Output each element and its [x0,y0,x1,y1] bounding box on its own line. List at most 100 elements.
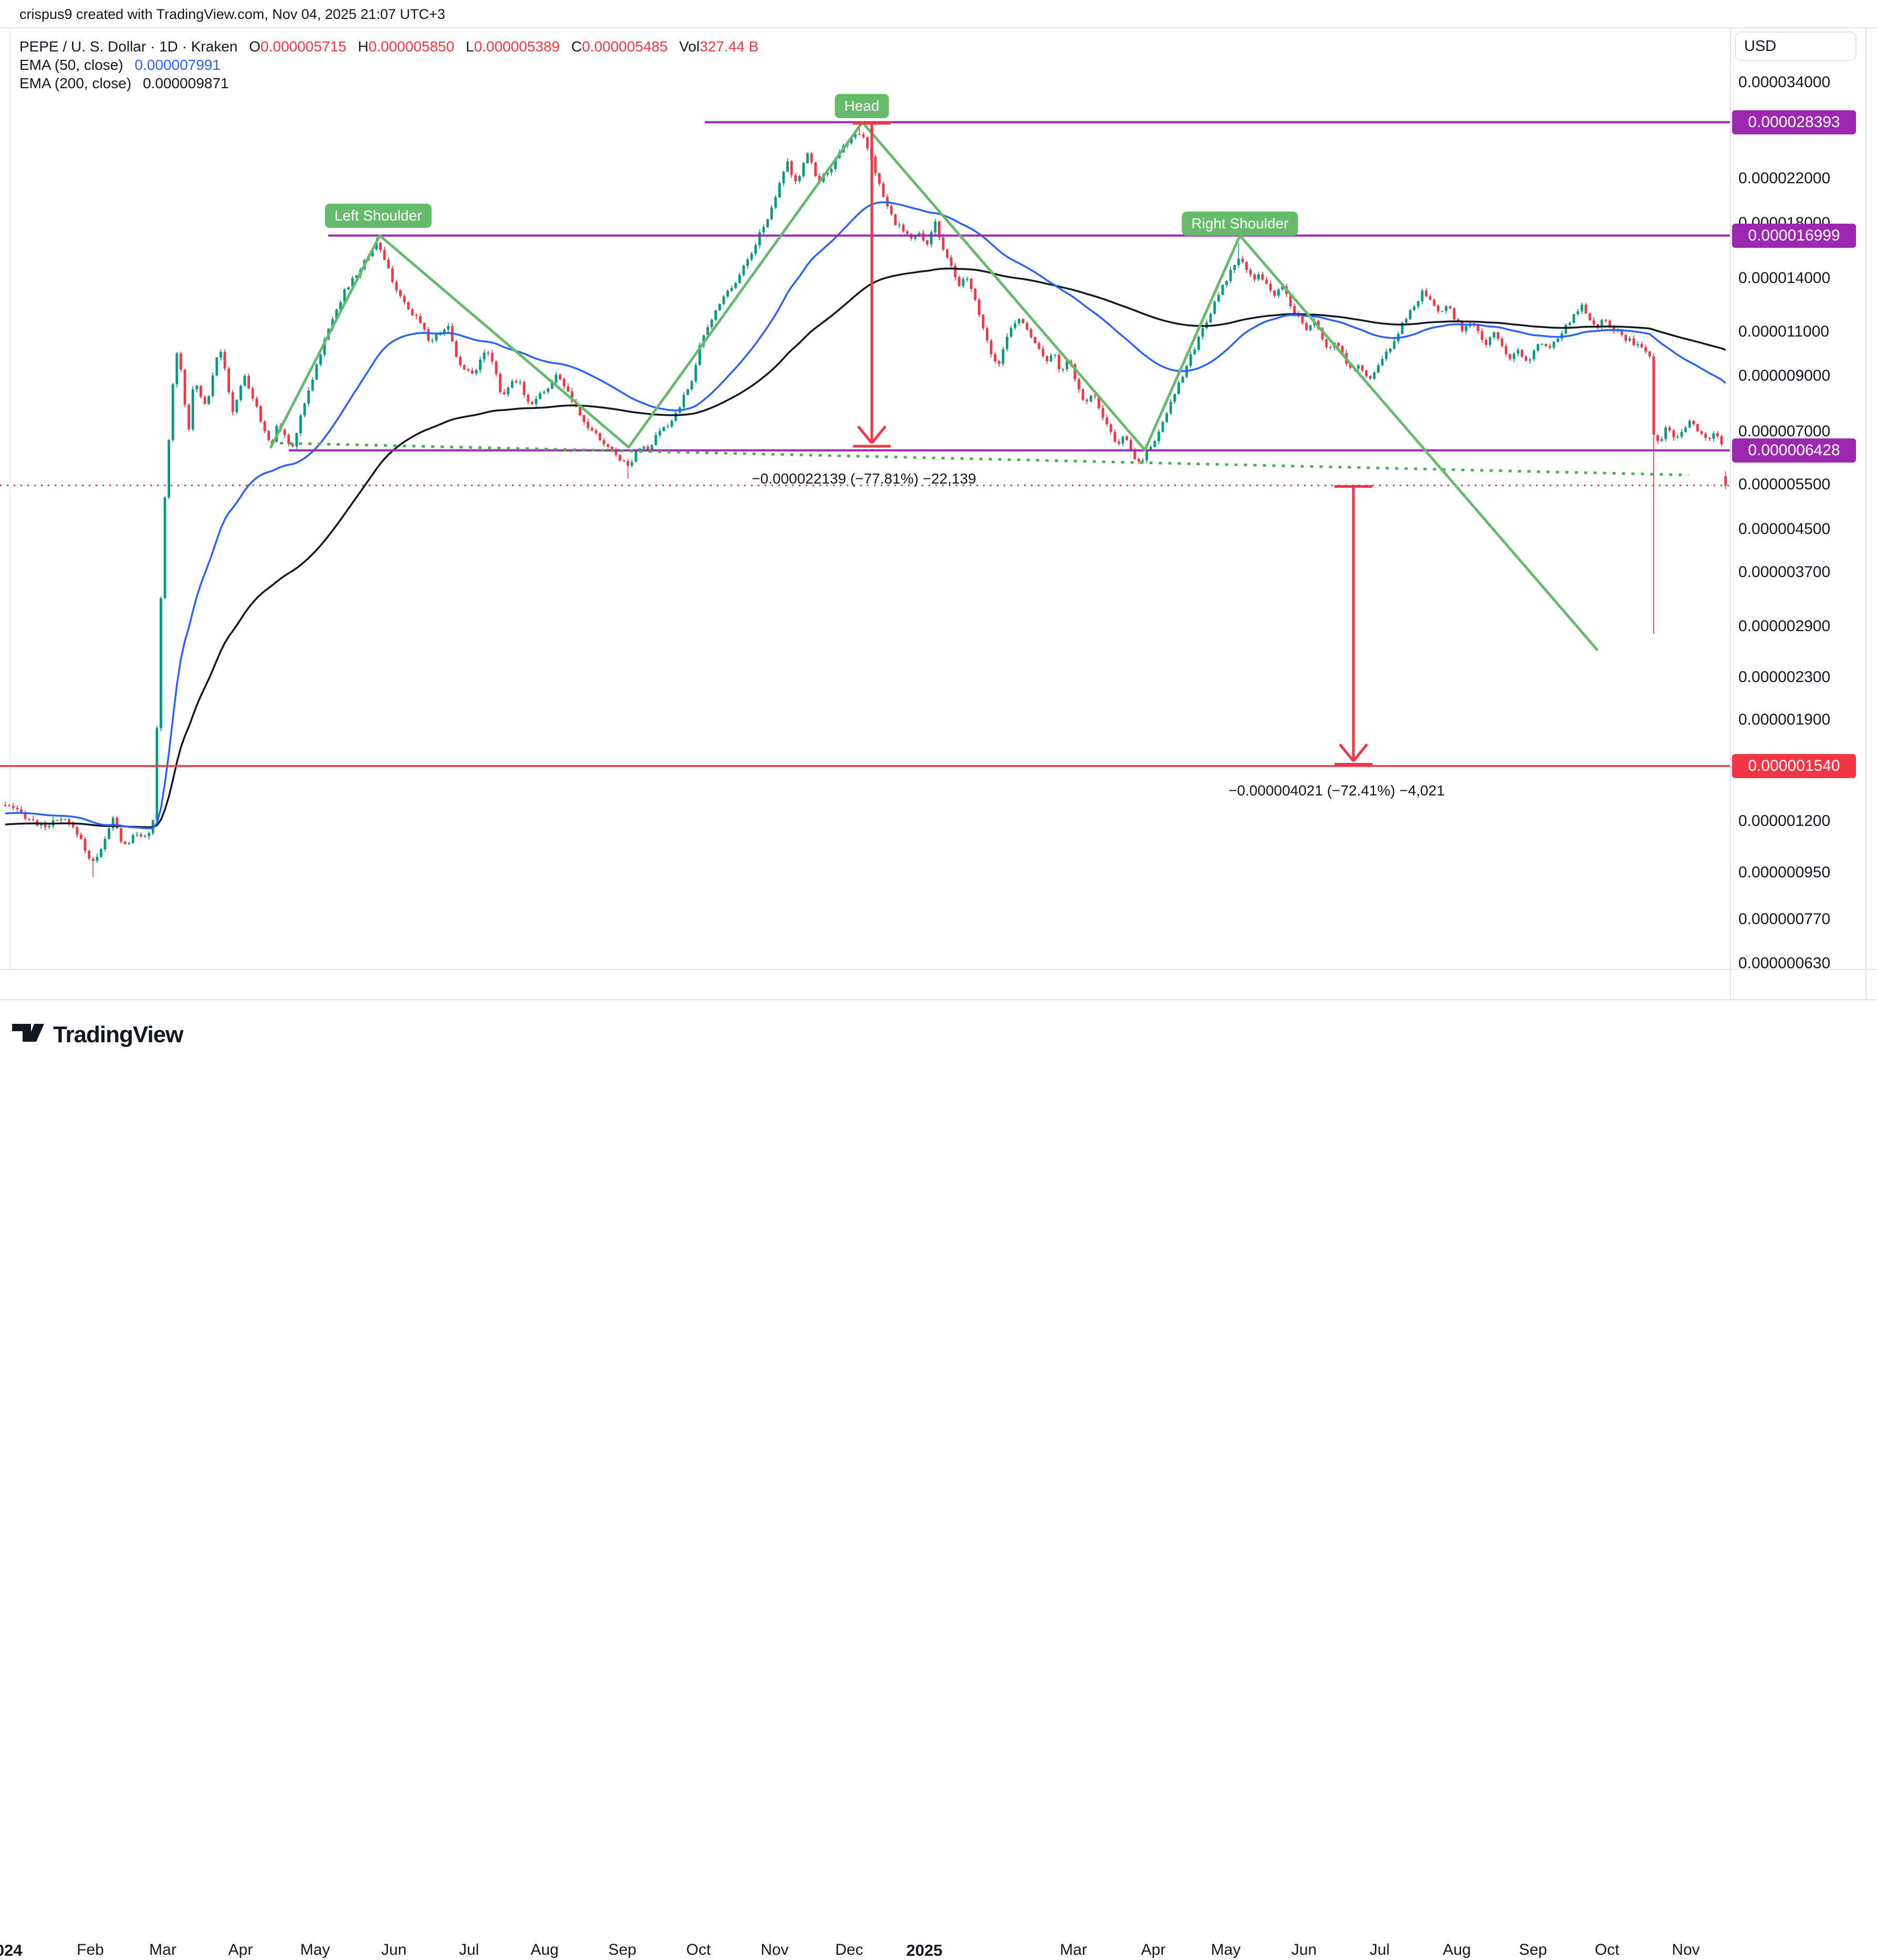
candle-body [1217,295,1220,302]
candle-body [1497,332,1499,339]
candle-body [582,415,586,422]
candle-body [523,382,526,395]
time-axis[interactable]: 2024 Feb Mar Apr May Jun Jul Aug Sep Oct Nov Dec 202… [0,969,1730,1959]
ema200-label[interactable]: EMA (200, close) [19,75,132,91]
ema200-legend-row[interactable]: EMA (200, close) 0.000009871 [19,75,758,92]
candle-body [599,433,601,440]
candle-body [850,137,853,144]
candle-body [874,156,877,173]
price-tick-label: 0.000007000 [1738,423,1831,440]
symbol-legend-row[interactable]: PEPE / U. S. Dollar · 1D · Kraken O0.000… [19,38,758,56]
price-level-badge[interactable]: 0.000028393 [1732,110,1856,134]
time-tick-label: 2024 [0,1941,23,1959]
candle-body [942,237,945,250]
candle-body [1325,339,1328,348]
head-shoulders-zigzag[interactable] [269,121,1599,652]
candle-body [1389,348,1392,352]
ema50-legend-row[interactable]: EMA (50, close) 0.000007991 [19,56,758,74]
candle-body [730,288,733,291]
candle-body [1636,344,1639,345]
left-shoulder-badge[interactable]: Left Shoulder [325,204,432,228]
candle-body [734,282,737,288]
ema200-line[interactable] [5,267,1726,829]
candle-body [335,309,338,319]
candle-body [48,826,50,827]
candle-body [128,843,130,844]
candle-body [950,257,953,266]
candle-body [590,428,593,431]
candle-body [259,406,262,422]
candle-body [407,302,410,310]
price-tick-label: 0.000000950 [1738,864,1831,881]
candle-body [1034,337,1037,343]
head-badge[interactable]: Head [835,94,889,118]
candle-body [706,327,709,336]
price-tick-label: 0.000009000 [1738,367,1831,384]
candle-body [1109,424,1112,432]
candle-body [123,842,127,844]
candle-body [1093,395,1097,397]
head-to-neckline-measure[interactable] [853,122,891,448]
chart-legend: PEPE / U. S. Dollar · 1D · Kraken O0.000… [19,38,758,93]
candle-body [311,379,314,391]
candle-body [435,334,438,341]
price-chart-canvas[interactable] [0,0,1877,1070]
candle-body [1118,442,1120,444]
time-tick-label: Dec [835,1941,863,1958]
candle-body [718,304,721,310]
candle-body [826,172,829,175]
candle-body [163,497,166,599]
candle-body [215,358,218,375]
candle-body [1365,370,1368,376]
candle-body [1106,417,1108,425]
price-tick-label: 0.000003700 [1738,563,1831,581]
breakdown-target-measure[interactable] [1334,485,1372,766]
ema50-label[interactable]: EMA (50, close) [19,57,123,73]
candle-body [1138,459,1140,462]
ohlc-low-value: 0.000005389 [474,38,560,55]
candle-body [547,389,549,392]
price-level-badge[interactable]: 0.000001540 [1732,754,1856,778]
candle-body [814,162,817,176]
candle-body [690,381,693,390]
price-tick-label: 0.000014000 [1738,269,1831,287]
candle-body [180,353,182,370]
right-shoulder-badge[interactable]: Right Shoulder [1182,212,1298,236]
candle-body [60,819,62,821]
candle-body [439,334,442,336]
candle-body [1341,346,1344,353]
candle-body [738,275,741,283]
candle-body [1624,334,1627,341]
chart-bottom-border [0,999,1877,1000]
candle-body [1385,351,1388,359]
candle-body [491,353,494,362]
candle-body [459,357,462,365]
candle-body [1421,290,1424,301]
candle-body [1197,337,1200,350]
currency-toggle-button[interactable]: USD [1735,32,1857,61]
candle-body [331,319,334,329]
time-tick-label: 2025 [906,1941,943,1959]
candle-body [746,259,749,266]
candle-body [1488,337,1492,345]
ema50-line[interactable] [5,201,1726,830]
target-drop-measure-label: −0.000004021 (−72.41%) −4,021 [1228,782,1445,799]
symbol-title[interactable]: PEPE / U. S. Dollar · 1D · Kraken [19,38,238,55]
candle-body [239,385,242,400]
candle-body [28,819,30,820]
candle-body [479,359,482,370]
price-level-badge[interactable]: 0.000016999 [1732,224,1856,248]
neckline-dotted-trendline[interactable] [270,442,1689,477]
candle-body [1229,270,1232,281]
candle-body [930,232,933,245]
tradingview-branding[interactable]: TradingView [12,1022,183,1048]
candle-body [148,833,150,836]
candle-body [619,455,621,460]
candle-body [1061,369,1065,370]
price-level-badge[interactable]: 0.000006428 [1732,438,1856,463]
candle-body [1548,346,1551,348]
candle-body [1720,436,1723,445]
right-edge-border [1865,27,1866,999]
header-separator [0,27,1877,28]
candle-body [742,266,745,275]
